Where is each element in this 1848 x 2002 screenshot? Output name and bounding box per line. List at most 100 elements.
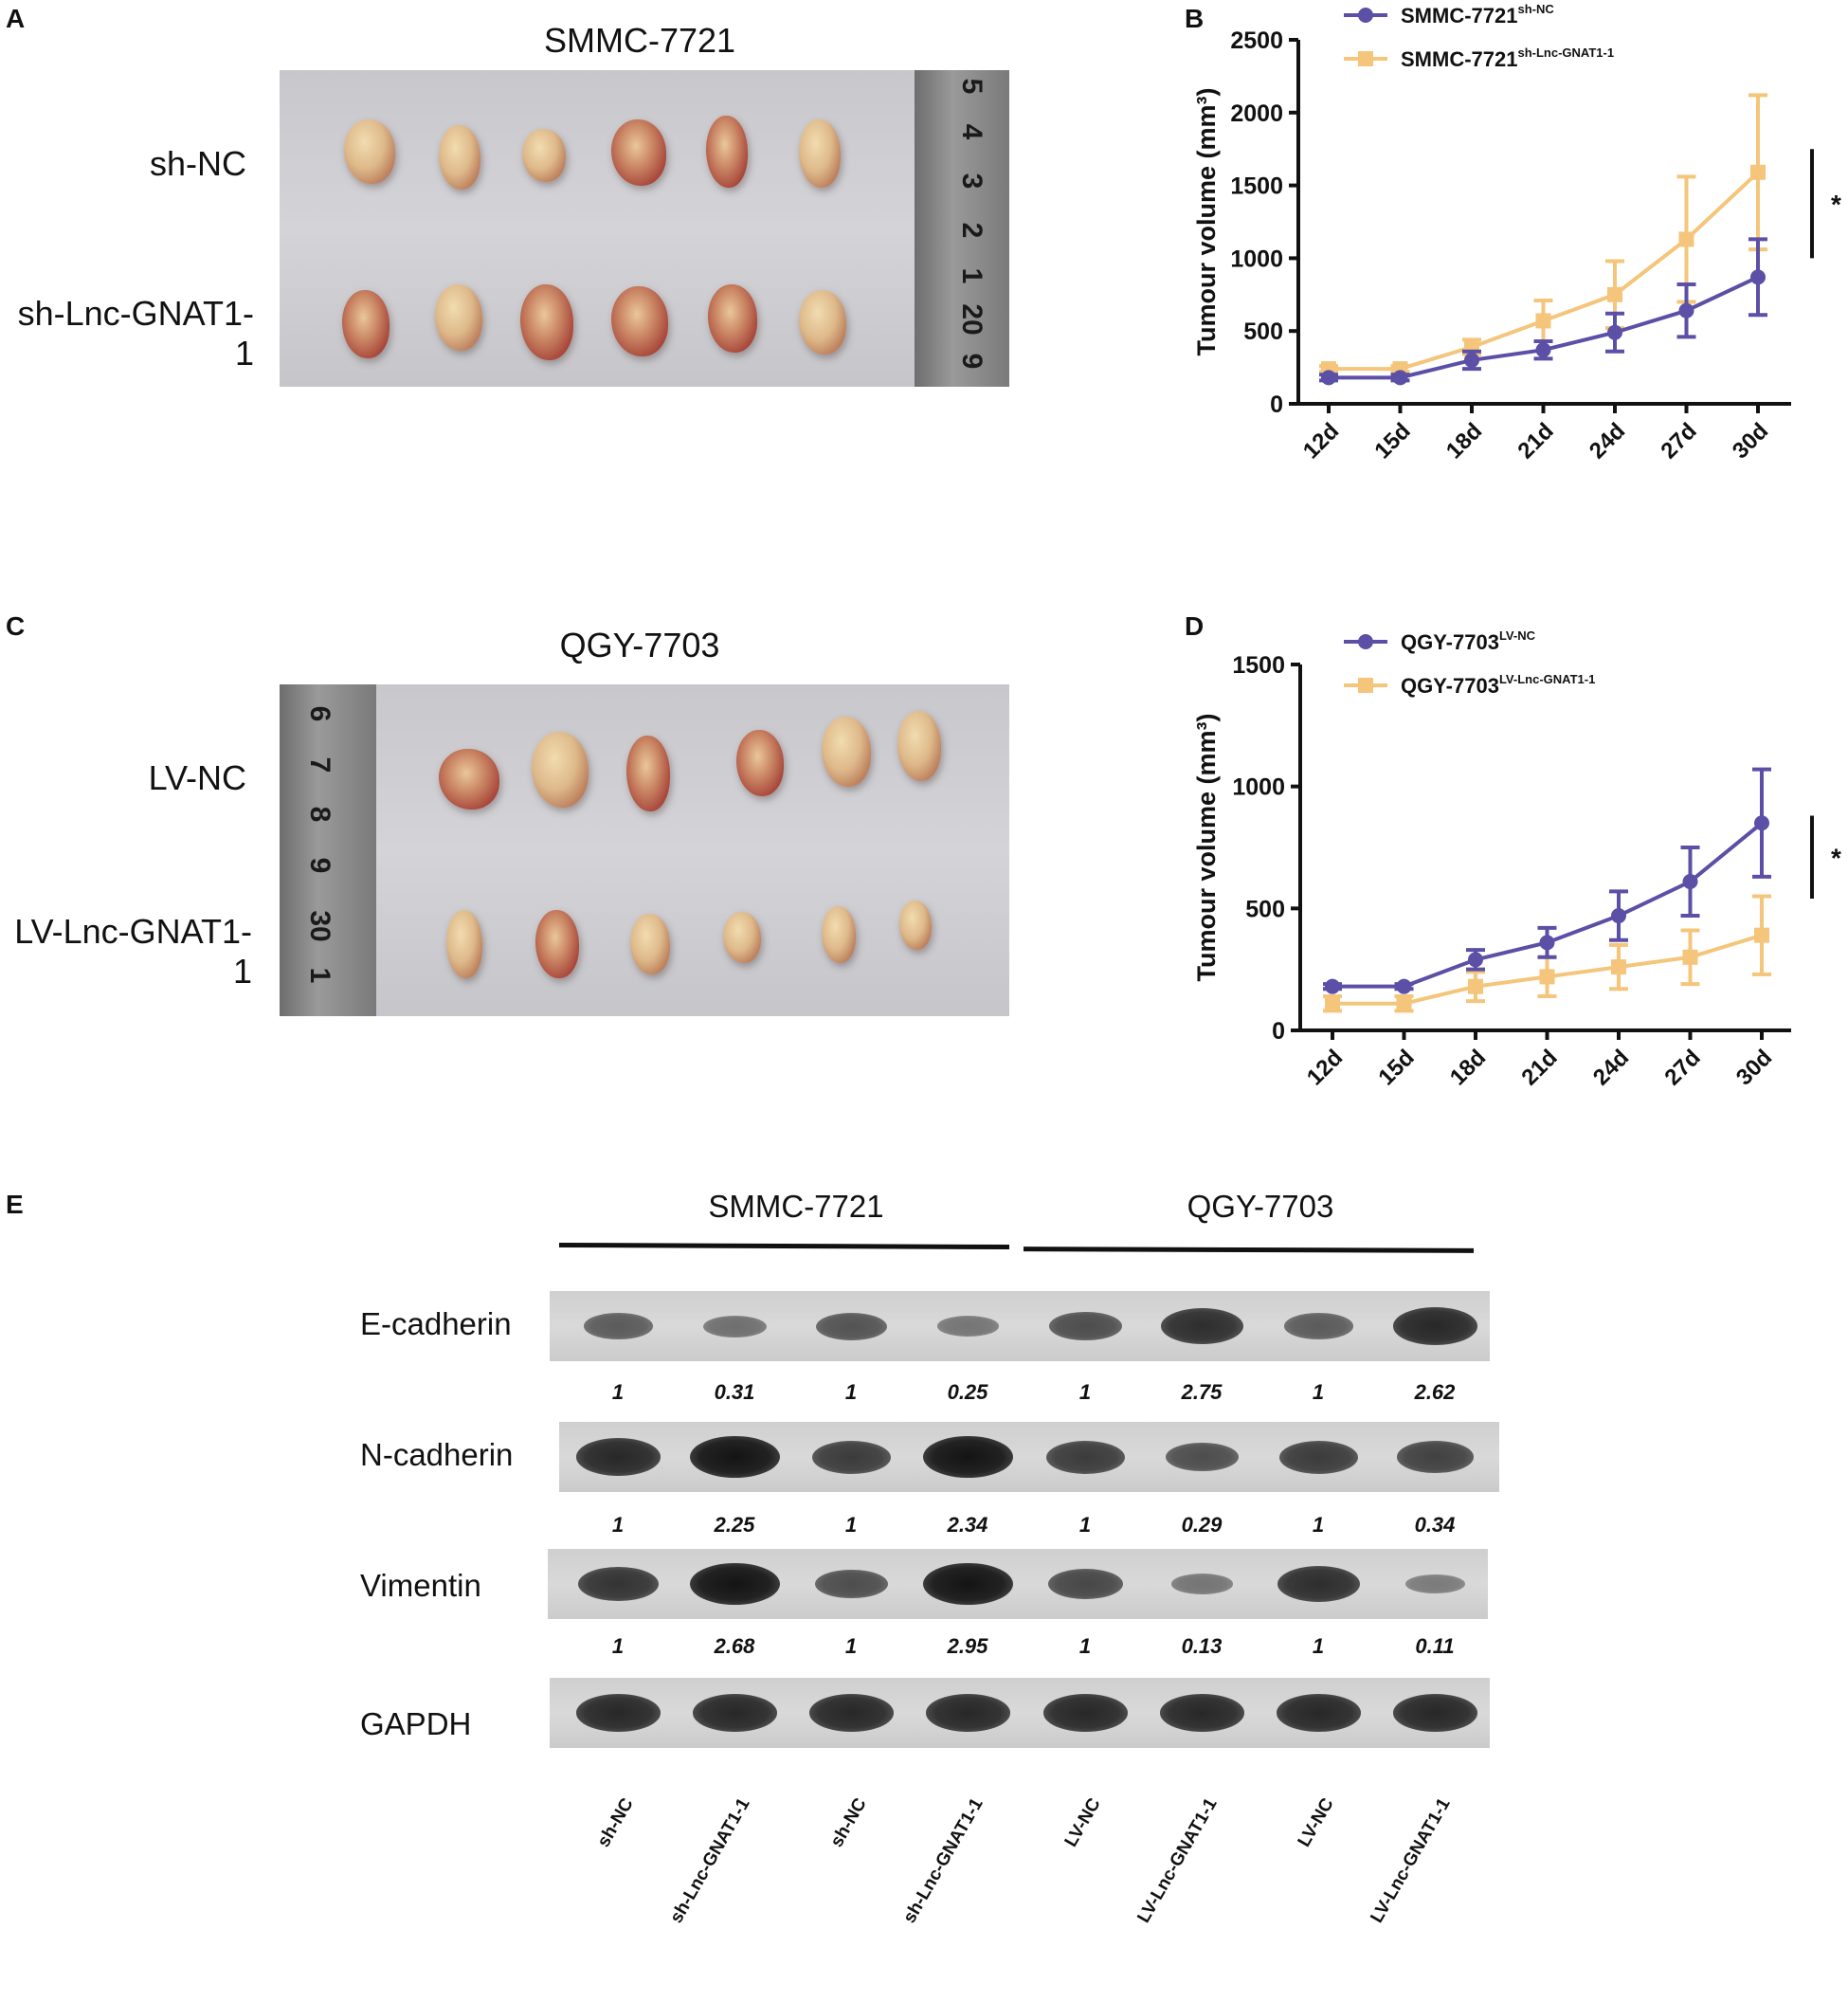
tumor [706,116,748,188]
data-point [1321,370,1336,385]
group-line-qgy [1024,1247,1474,1253]
ruler-number: 20 [955,300,987,338]
blot-band [1284,1313,1353,1339]
lane-label: sh-NC [506,1795,638,2002]
quant-value: 1 [580,1380,656,1405]
quant-value: 1 [813,1380,889,1405]
y-axis-label: Tumour volume (mm³) [1192,714,1221,982]
data-point [1393,370,1408,385]
panel-label-e: E [6,1190,24,1220]
blot-band [1277,1566,1360,1602]
tumor [446,910,482,978]
ruler-number: 9 [303,846,335,884]
tumor [822,906,856,963]
tumor [611,119,666,186]
quant-value: 0.25 [930,1380,1006,1405]
x-tick-label: 27d [1656,418,1701,464]
y-tick-label: 500 [1243,318,1283,345]
legend-marker [1358,8,1373,23]
panel-a-row-label-1: sh-NC [57,144,246,184]
blot-band [815,1570,888,1599]
blot-band [693,1694,777,1732]
ruler-number: 1 [303,956,335,994]
quant-value: 0.11 [1397,1634,1473,1659]
y-tick-label: 500 [1245,896,1285,922]
y-tick-label: 2500 [1230,27,1283,54]
group-label-smmc: SMMC-7721 [654,1189,938,1225]
x-tick-label: 18d [1445,1045,1491,1090]
legend-label: SMMC-7721sh-Lnc-GNAT1-1 [1401,46,1614,71]
quant-value: 2.68 [697,1634,772,1659]
legend-marker [1358,51,1373,66]
data-point [1468,952,1483,967]
tumor [897,711,941,781]
blot-band [1049,1312,1122,1341]
data-point [1540,935,1555,950]
protein-label: GAPDH [360,1706,471,1742]
panel-c-title: QGY-7703 [512,626,768,665]
legend-name: QGY-7703 [1401,674,1499,698]
data-point [1611,959,1626,974]
protein-label: N-cadherin [360,1437,513,1473]
quant-value: 2.25 [697,1513,772,1538]
legend-superscript: sh-Lnc-GNAT1-1 [1517,46,1614,60]
lane-label: LV-NC [973,1795,1105,2002]
legend-name: QGY-7703 [1401,630,1499,654]
quant-value: 1 [1047,1513,1123,1538]
blot-band [1279,1441,1358,1474]
data-point [1754,815,1769,830]
x-tick-label: 27d [1659,1045,1705,1090]
legend-name: SMMC-7721 [1401,4,1517,27]
x-tick-label: 15d [1369,418,1415,464]
ruler-number: 1 [955,257,987,295]
quant-value: 1 [580,1634,656,1659]
ruler-number: 7 [303,746,335,784]
blot-band [1160,1694,1244,1732]
protein-label: Vimentin [360,1568,481,1604]
tumor [611,286,668,356]
data-point [1464,353,1479,368]
y-tick-label: 1000 [1232,774,1285,801]
y-tick-label: 1500 [1232,652,1285,679]
y-tick-label: 1500 [1230,173,1283,200]
lane-label: LV-Lnc-GNAT1-1 [1090,1795,1222,2002]
legend-label: QGY-7703LV-Lnc-GNAT1-1 [1401,672,1595,698]
quant-value: 0.31 [697,1380,772,1405]
data-point [1325,979,1340,994]
quant-value: 1 [1047,1380,1123,1405]
blot-band [1161,1308,1243,1344]
blot-band [812,1441,891,1474]
panel-a-title: SMMC-7721 [512,21,768,61]
tumor [899,901,932,950]
data-point [1679,303,1694,318]
legend-superscript: LV-NC [1499,628,1536,643]
tumor [723,912,761,963]
tumor-photo-qgy: 6 7 8 9 30 1 [280,684,1009,1016]
data-point [1683,874,1698,889]
x-tick-label: 15d [1373,1045,1419,1090]
quant-value: 2.62 [1397,1380,1473,1405]
x-tick-label: 30d [1731,1045,1777,1090]
ruler-number: 5 [955,70,987,105]
quant-value: 1 [813,1634,889,1659]
legend-marker [1358,634,1373,649]
blot-band [690,1563,780,1605]
data-point [1611,908,1626,923]
x-tick-label: 21d [1516,1045,1562,1090]
quant-value: 1 [1280,1634,1356,1659]
legend-label: QGY-7703LV-NC [1401,628,1536,654]
x-tick-label: 12d [1298,418,1344,464]
ruler-number: 9 [955,342,987,380]
legend-label: SMMC-7721sh-NC [1401,2,1554,27]
tumor [522,129,566,182]
y-axis-label: Tumour volume (mm³) [1192,88,1221,356]
blot-band [576,1438,661,1476]
y-tick-label: 0 [1270,391,1283,418]
tumor [708,284,757,353]
legend-marker [1358,678,1373,693]
tumor-photo-smmc: 5 4 3 2 1 20 9 [280,70,1009,387]
blot-band [923,1563,1013,1605]
tumor [439,125,480,190]
blot-band [1046,1441,1125,1474]
